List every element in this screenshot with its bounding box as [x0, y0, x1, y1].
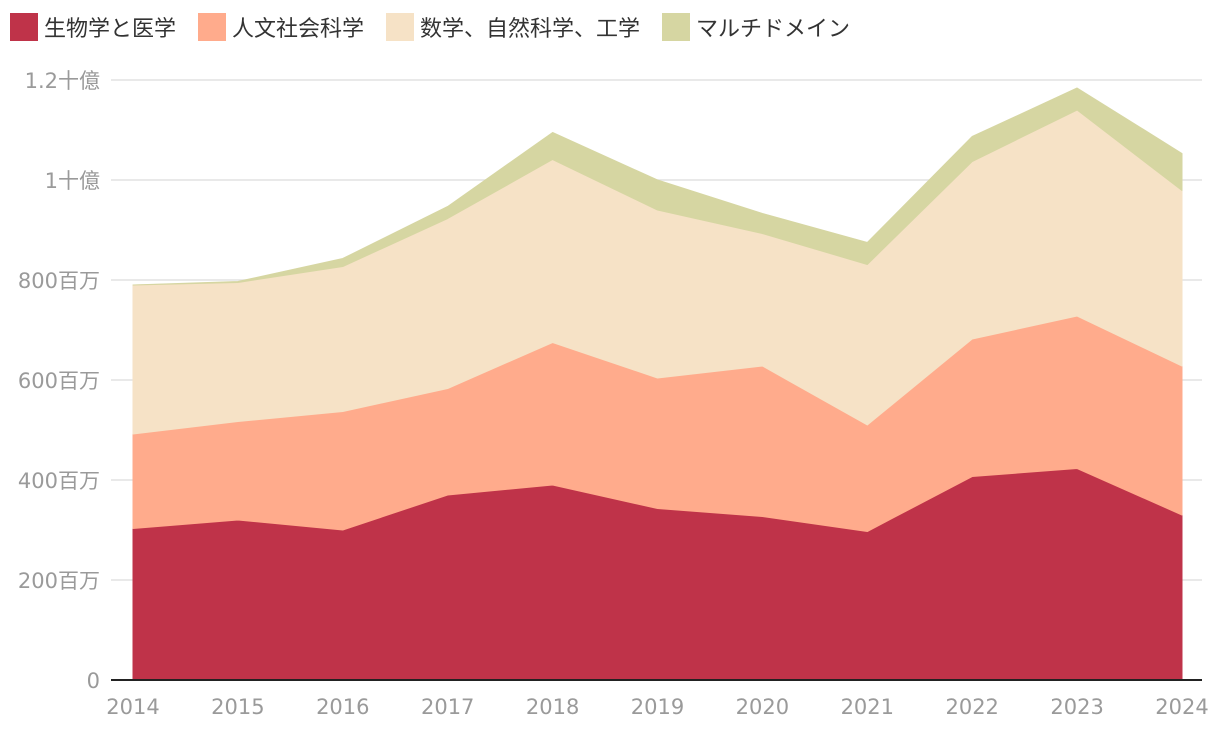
legend-label: 人文社会科学 — [232, 17, 365, 42]
y-tick-label: 200百万 — [18, 569, 100, 593]
legend-swatch — [198, 13, 227, 41]
legend-item-biology-medicine[interactable]: 生物学と医学 — [10, 11, 176, 43]
x-tick-label: 2024 — [1155, 695, 1208, 719]
x-tick-label: 2016 — [316, 695, 369, 719]
legend: 生物学と医学 人文社会科学 数学、自然科学、工学 マルチドメイン — [10, 10, 872, 44]
y-tick-label: 600百万 — [18, 369, 100, 393]
y-tick-label: 1.2十億 — [25, 69, 100, 93]
y-tick-label: 400百万 — [18, 469, 100, 493]
legend-label: マルチドメイン — [696, 17, 851, 42]
x-tick-label: 2021 — [841, 695, 894, 719]
legend-swatch — [386, 13, 415, 41]
x-tick-label: 2014 — [106, 695, 159, 719]
legend-item-math-science-engineering[interactable]: 数学、自然科学、工学 — [386, 11, 640, 43]
legend-label: 数学、自然科学、工学 — [420, 17, 641, 42]
x-tick-label: 2019 — [631, 695, 684, 719]
x-tick-label: 2022 — [945, 695, 998, 719]
x-tick-label: 2015 — [211, 695, 264, 719]
legend-swatch — [10, 13, 38, 41]
x-tick-label: 2023 — [1050, 695, 1103, 719]
legend-item-humanities-social[interactable]: 人文社会科学 — [198, 11, 364, 43]
area-series-3 — [132, 87, 1183, 286]
x-tick-label: 2017 — [421, 695, 474, 719]
series-areas — [132, 87, 1183, 681]
x-tick-label: 2018 — [526, 695, 579, 719]
legend-swatch — [662, 13, 691, 41]
axes: 0 200百万 400百万 600百万 800百万 1十億 1.2十億 2014 2015 201… — [18, 69, 1209, 719]
y-tick-label: 800百万 — [18, 269, 100, 293]
y-tick-label: 1十億 — [45, 169, 100, 193]
legend-item-multi-domain[interactable]: マルチドメイン — [662, 11, 850, 43]
x-tick-label: 2020 — [736, 695, 789, 719]
legend-label: 生物学と医学 — [44, 17, 177, 42]
y-tick-label: 0 — [87, 669, 100, 693]
